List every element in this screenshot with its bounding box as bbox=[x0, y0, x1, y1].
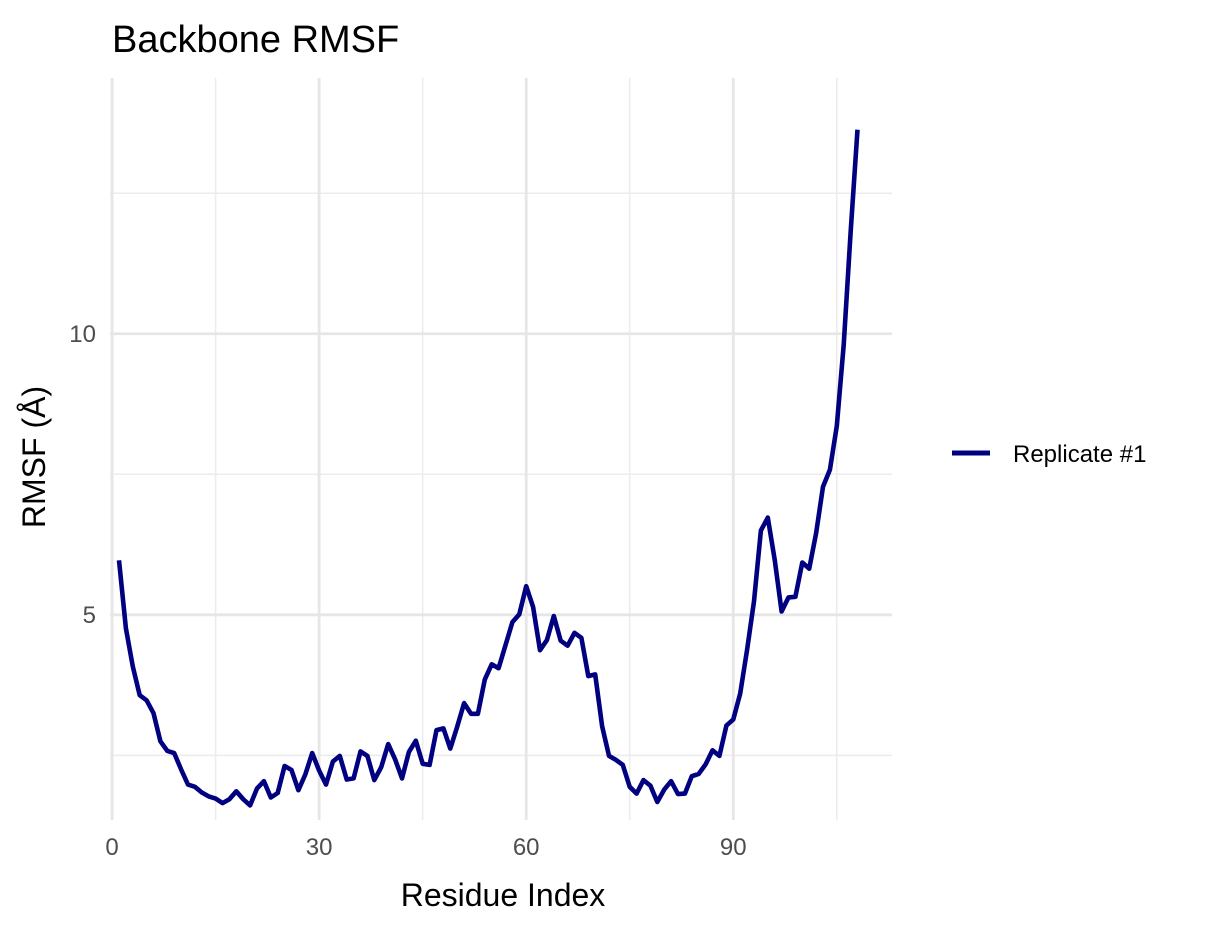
x-tick-label: 0 bbox=[105, 834, 118, 861]
x-axis-title: Residue Index bbox=[401, 877, 606, 913]
legend: Replicate #1 bbox=[952, 441, 1146, 468]
tick-label-layer: 0 30 60 90 5 10 bbox=[69, 321, 746, 861]
series-layer bbox=[116, 129, 860, 808]
y-tick-label: 10 bbox=[69, 321, 96, 348]
y-axis-title: RMSF (Å) bbox=[16, 386, 52, 528]
chart-title: Backbone RMSF bbox=[112, 19, 399, 61]
x-tick-label: 30 bbox=[306, 834, 333, 861]
series-line-replicate-1 bbox=[116, 129, 860, 808]
grid-layer bbox=[110, 78, 892, 820]
x-tick-label: 60 bbox=[513, 834, 540, 861]
y-tick-label: 5 bbox=[83, 602, 96, 629]
legend-label-replicate-1: Replicate #1 bbox=[1013, 441, 1146, 468]
x-tick-label: 90 bbox=[720, 834, 747, 861]
